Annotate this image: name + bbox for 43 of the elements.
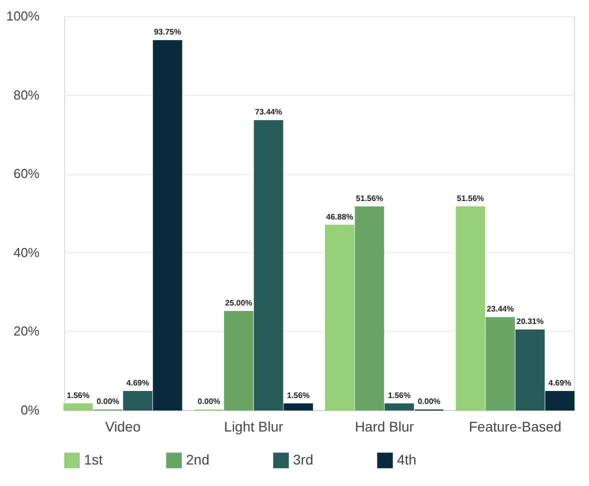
data-label: 23.44% [486,304,514,314]
bar [354,206,384,410]
data-label: 51.56% [456,194,484,203]
data-label: 1.56% [286,390,310,400]
bar [456,206,486,410]
legend-label: 3rd [293,451,314,468]
bar [254,120,284,410]
y-tick-label: 60% [13,166,40,182]
legend-label: 2nd [186,451,210,468]
y-tick-label: 0% [20,402,40,418]
data-label: 25.00% [225,298,252,308]
bar [284,403,313,410]
bar [325,224,354,410]
x-tick-label: Light Blur [224,418,284,434]
data-label: 73.44% [254,108,282,117]
data-label: 0.00% [198,397,220,406]
data-label: 93.75% [154,28,182,37]
y-tick-label: 80% [13,87,40,102]
data-label: 20.31% [516,316,544,326]
bar [64,403,93,410]
data-label: 1.56% [66,390,90,400]
bar [515,329,545,410]
data-label: 4.69% [126,378,150,388]
bar [123,391,152,410]
bar [152,40,182,410]
legend-label: 4th [397,451,416,468]
bar [384,403,414,410]
y-tick-label: 40% [13,244,40,260]
data-label: 4.69% [548,378,572,388]
data-label: 0.00% [418,397,440,406]
bar [486,317,515,410]
data-label: 51.56% [356,194,384,203]
y-tick-label: 20% [13,324,40,339]
bar [545,391,574,410]
bar [224,311,254,410]
data-label: 46.88% [326,212,354,222]
legend-label: 1st [84,451,103,468]
data-label: 0.00% [96,397,120,406]
x-tick-label: Video [105,418,141,434]
y-tick-label: 100% [6,8,40,24]
x-tick-label: Hard Blur [354,418,414,434]
x-tick-label: Feature-Based [468,418,562,434]
data-label: 1.56% [388,390,411,400]
